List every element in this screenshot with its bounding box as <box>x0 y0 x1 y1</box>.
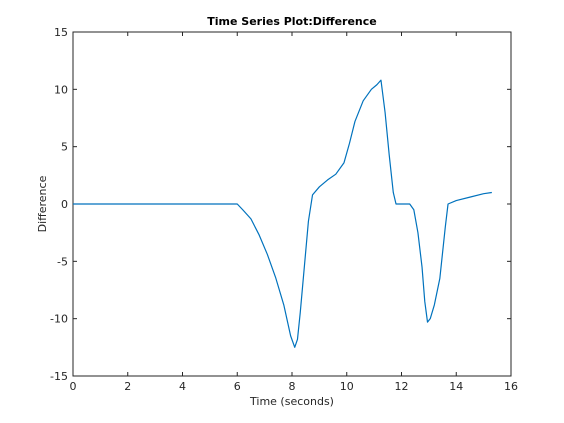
x-tick-label: 4 <box>179 380 186 393</box>
x-axis-ticks: 0 2 4 6 8 10 12 14 16 <box>70 32 518 393</box>
y-axis-ticks: -15 -10 -5 0 5 10 15 <box>50 26 511 383</box>
x-tick-label: 14 <box>449 380 463 393</box>
x-tick-label: 2 <box>124 380 131 393</box>
x-tick-label: 6 <box>234 380 241 393</box>
plot-area: 0 2 4 6 8 10 12 14 16 -15 -10 -5 0 5 10 15 <box>50 26 518 393</box>
x-tick-label: 8 <box>289 380 296 393</box>
y-tick-label: 15 <box>54 26 68 39</box>
chart-title: Time Series Plot:Difference <box>207 15 376 28</box>
x-tick-label: 0 <box>70 380 77 393</box>
x-tick-label: 10 <box>340 380 354 393</box>
y-axis-label: Difference <box>36 175 49 232</box>
y-tick-label: -10 <box>50 313 68 326</box>
y-tick-label: 0 <box>61 198 68 211</box>
x-tick-label: 16 <box>504 380 518 393</box>
x-tick-label: 12 <box>395 380 409 393</box>
y-tick-label: -5 <box>57 255 68 268</box>
y-tick-label: 10 <box>54 83 68 96</box>
y-tick-label: -15 <box>50 370 68 383</box>
difference-series-line <box>73 79 492 348</box>
y-tick-label: 5 <box>61 141 68 154</box>
x-axis-label: Time (seconds) <box>249 395 334 408</box>
